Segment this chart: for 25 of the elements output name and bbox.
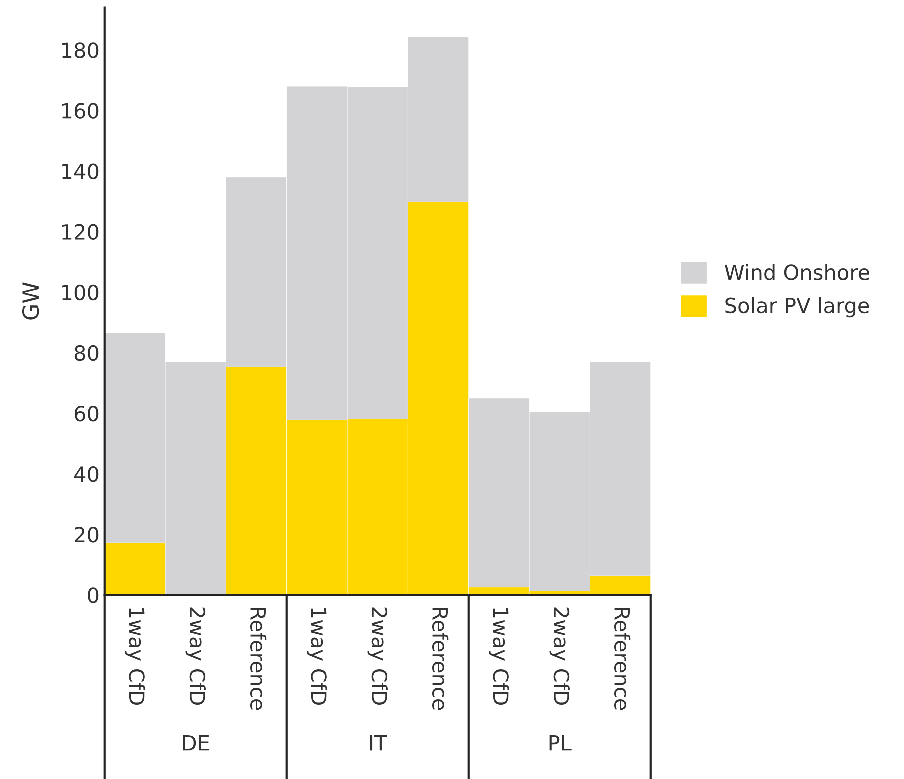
- y-tick-label: 120: [62, 224, 99, 240]
- x-tick-label: Reference: [250, 608, 267, 710]
- x-tick-label: 1way CfD: [307, 608, 328, 705]
- x-tick-label: 1way CfD: [489, 608, 510, 705]
- y-tick-label: 180: [62, 42, 99, 58]
- y-tick-label: 140: [62, 164, 99, 180]
- text: DE: [183, 735, 210, 751]
- x-tick-label: 2way CfD: [368, 608, 388, 705]
- y-axis-title: GW: [22, 282, 40, 320]
- x-tick-label: 1way CfD: [125, 608, 146, 705]
- x-tick-label: Reference: [432, 608, 449, 710]
- y-tick-label: 20: [75, 527, 99, 543]
- text: IT: [370, 735, 388, 751]
- x-tick-label: Reference: [614, 608, 631, 710]
- x-tick-label: 2way CfD: [550, 608, 570, 705]
- x-tick-label: 2way CfD: [186, 608, 206, 705]
- y-tick-label: 80: [74, 345, 99, 362]
- text: PL: [550, 735, 572, 751]
- y-tick-label: 60: [74, 406, 99, 422]
- y-tick-label: 100: [62, 284, 99, 301]
- y-tick-label: 40: [74, 466, 99, 482]
- legend-label: Wind Onshore: [724, 264, 870, 280]
- y-tick-label: 0: [88, 588, 99, 604]
- legend-label: Solar PV large: [726, 297, 870, 318]
- y-tick-label: 160: [62, 103, 99, 119]
